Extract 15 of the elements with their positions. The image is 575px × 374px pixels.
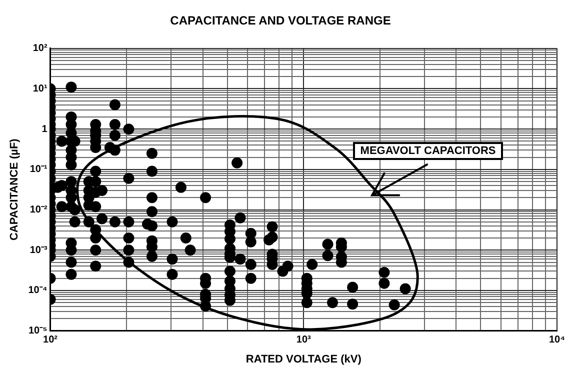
x-tick-label: 10³ [296, 334, 312, 346]
y-tick-label: 10⁻¹ [30, 164, 48, 176]
x-tick-label: 10² [43, 334, 58, 346]
y-tick-label: 10⁻⁵ [28, 326, 48, 337]
chart-title: CAPACITANCE AND VOLTAGE RANGE [170, 14, 391, 28]
annotation: MEGAVOLT CAPACITORS [353, 142, 503, 160]
y-tick-label: 10² [32, 43, 48, 54]
x-tick-label: 10⁴ [548, 334, 566, 346]
y-tick-label: 10¹ [32, 83, 48, 94]
y-tick-label: 10⁻² [30, 204, 48, 216]
x-axis-title: RATED VOLTAGE (kV) [246, 353, 362, 366]
y-tick-label: 1 [42, 124, 48, 135]
y-tick-label: 10⁻⁴ [28, 285, 48, 296]
y-axis-title: CAPACITANCE (µF) [8, 138, 21, 241]
y-tick-label: 10⁻³ [30, 244, 48, 256]
